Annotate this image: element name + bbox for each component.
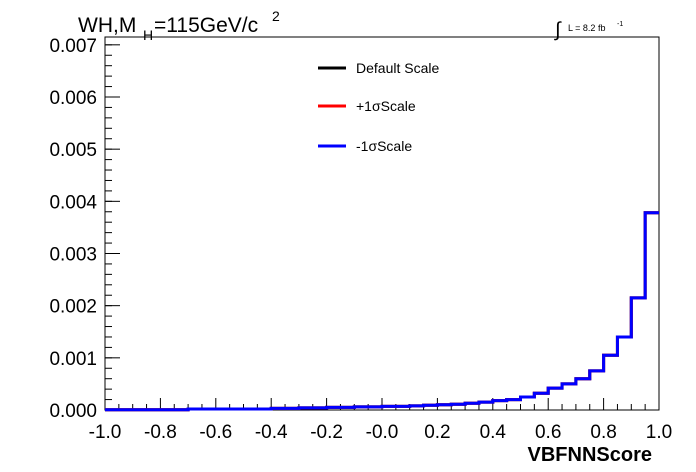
x-tick-label: 0.2 xyxy=(424,422,450,443)
x-axis-label: VBFNNScore xyxy=(528,444,652,466)
y-tick-label: 0.003 xyxy=(49,244,97,265)
y-axis: 0.000 0.001 0.002 0.003 0.004 0.005 0.006 0.007 xyxy=(49,36,120,422)
x-tick-label: 0.6 xyxy=(535,422,561,443)
legend-label-minus-1-sigma: -1σScale xyxy=(356,138,412,154)
y-tick-label: 0.006 xyxy=(49,88,97,109)
x-tick-label: -0.2 xyxy=(310,422,343,443)
y-tick-label: 0.004 xyxy=(49,192,97,213)
x-axis: -1.0 -0.8 -0.6 -0.4 -0.2 -0.0 0.2 0.4 0.6 0.8 1.0 xyxy=(89,398,672,443)
y-tick-label: 0.000 xyxy=(49,401,97,422)
plot-frame xyxy=(104,36,660,411)
lumi-text: L = 8.2 fb xyxy=(568,23,605,33)
legend-label-default-scale: Default Scale xyxy=(356,60,439,76)
chart-title-main: WH,M xyxy=(78,14,136,37)
y-tick-label: 0.001 xyxy=(49,349,97,370)
y-tick-label: 0.002 xyxy=(49,297,97,318)
lumi-integral-symbol: ∫ xyxy=(554,19,562,41)
chart-title-rest: =115GeV/c xyxy=(154,14,258,37)
x-tick-label: 0.8 xyxy=(590,422,616,443)
legend: Default Scale +1σScale -1σScale xyxy=(318,60,439,154)
x-tick-label: 1.0 xyxy=(646,422,672,443)
chart-title-superscript: 2 xyxy=(272,8,280,24)
lumi-exponent: -1 xyxy=(617,21,623,28)
x-tick-label: -1.0 xyxy=(89,422,122,443)
chart-title-subscript: H xyxy=(143,27,153,43)
x-tick-label: -0.6 xyxy=(199,422,232,443)
legend-label-plus-1-sigma: +1σScale xyxy=(356,98,416,114)
series-group xyxy=(105,211,659,412)
x-tick-label: -0.4 xyxy=(255,422,288,443)
x-tick-label: -0.0 xyxy=(366,422,399,443)
y-tick-label: 0.005 xyxy=(49,140,97,161)
x-tick-label: -0.8 xyxy=(144,422,177,443)
x-tick-label: 0.4 xyxy=(480,422,507,443)
series-line-2--1-scale xyxy=(105,211,659,412)
y-tick-label: 0.007 xyxy=(49,36,97,57)
